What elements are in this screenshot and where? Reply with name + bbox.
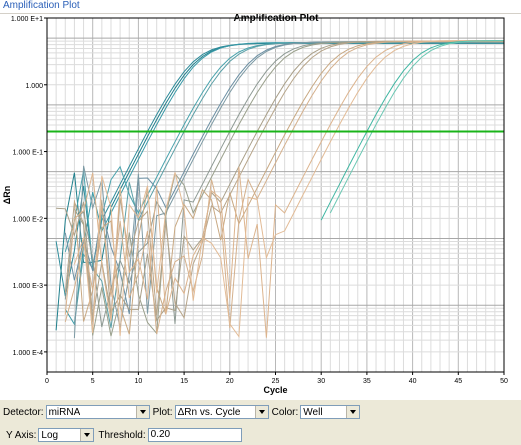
controls-row-1: Detector: miRNA Plot: ΔRn vs. Cycle Colo… xyxy=(3,403,361,421)
x-tick-label: 5 xyxy=(91,378,95,385)
amplification-curve xyxy=(73,40,504,338)
x-axis-ticks: 0 5 10 15 20 25 30 35 40 45 50 xyxy=(45,372,508,385)
y-tick-label: 1.000 xyxy=(25,83,43,90)
x-tick-label: 30 xyxy=(317,378,325,385)
plot-label: Plot: xyxy=(152,406,173,418)
x-axis-label: Cycle xyxy=(263,385,287,395)
chevron-down-icon[interactable] xyxy=(346,406,360,418)
color-select[interactable]: Well xyxy=(300,405,361,419)
amplification-plot-panel[interactable]: Amplification Plot 1.000 E+1 1.000 1.000 E… xyxy=(0,14,521,400)
y-axis-value: Log xyxy=(41,430,59,441)
x-tick-label: 50 xyxy=(500,378,508,385)
series-curves xyxy=(55,40,505,339)
y-tick-label: 1.000 E+1 xyxy=(11,16,43,23)
color-value: Well xyxy=(303,407,323,418)
plot-value: ΔRn vs. Cycle xyxy=(177,407,241,418)
window-title: Amplification Plot xyxy=(3,0,80,11)
y-tick-label: 1.000 E-1 xyxy=(13,150,43,157)
x-tick-label: 15 xyxy=(180,378,188,385)
color-label: Color: xyxy=(271,406,299,418)
y-tick-label: 1.000 E-2 xyxy=(13,216,43,223)
y-tick-label: 1.000 E-3 xyxy=(13,283,43,290)
x-tick-label: 0 xyxy=(45,378,49,385)
chevron-down-icon[interactable] xyxy=(80,429,94,441)
amplification-curve xyxy=(329,40,505,214)
plot-select[interactable]: ΔRn vs. Cycle xyxy=(174,405,269,419)
x-tick-label: 20 xyxy=(226,378,234,385)
controls-row-2: Y Axis: Log Threshold: 0.20 xyxy=(6,426,242,444)
y-axis-select-label: Y Axis: xyxy=(6,429,37,441)
chart-title: Amplification Plot xyxy=(234,14,320,24)
amplification-curve xyxy=(73,42,504,329)
threshold-input[interactable]: 0.20 xyxy=(147,428,242,442)
threshold-label: Threshold: xyxy=(98,429,146,441)
x-tick-label: 35 xyxy=(363,378,371,385)
detector-select[interactable]: miRNA xyxy=(45,405,150,419)
y-axis-select[interactable]: Log xyxy=(38,428,95,442)
x-tick-label: 40 xyxy=(409,378,417,385)
detector-label: Detector: xyxy=(3,406,44,418)
y-axis-ticks: 1.000 E+1 1.000 1.000 E-1 1.000 E-2 1.000 E-… xyxy=(11,16,47,357)
x-tick-label: 45 xyxy=(454,378,462,385)
plot-frame xyxy=(46,17,505,373)
chevron-down-icon[interactable] xyxy=(254,406,268,418)
window-title-bar: Amplification Plot xyxy=(0,0,521,14)
y-axis-label: ΔRn xyxy=(2,186,12,204)
detector-value: miRNA xyxy=(48,407,81,418)
y-tick-label: 1.000 E-4 xyxy=(13,350,43,357)
chevron-down-icon[interactable] xyxy=(135,406,149,418)
x-tick-label: 10 xyxy=(135,378,143,385)
x-tick-label: 25 xyxy=(272,378,280,385)
